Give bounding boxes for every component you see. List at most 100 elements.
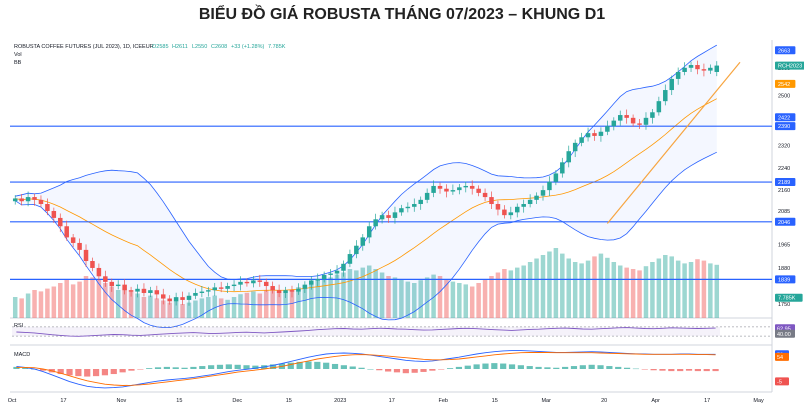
- price-badge-label: 2663: [778, 48, 790, 54]
- macd-histogram-bar: [39, 369, 47, 371]
- legend-close: C2608: [211, 44, 227, 50]
- candle-body: [122, 284, 127, 291]
- macd-histogram-bar: [190, 366, 197, 369]
- macd-histogram-bar: [500, 363, 507, 369]
- rsi-label: RSI: [14, 323, 24, 329]
- price-tick-label: 2240: [778, 166, 790, 172]
- price-tick-label: 2320: [778, 144, 790, 150]
- candle-body: [90, 261, 95, 268]
- price-axis: 2600250023202240216020851965188017502663…: [775, 46, 804, 386]
- volume-bar: [45, 288, 50, 318]
- macd-histogram-bar: [101, 369, 109, 376]
- macd-badge: [775, 352, 789, 361]
- volume-bar: [469, 286, 475, 318]
- volume-bar: [122, 288, 127, 318]
- macd-histogram-bar: [385, 369, 392, 372]
- candle-body: [148, 290, 153, 293]
- candle-body: [392, 212, 398, 218]
- candle-body: [656, 101, 662, 113]
- legend-low: L2550: [192, 44, 207, 50]
- candle-body: [154, 290, 160, 295]
- candle-body: [231, 284, 237, 287]
- macd-histogram-bar: [641, 369, 648, 370]
- candle-body: [540, 190, 546, 196]
- volume-bar: [283, 292, 288, 318]
- volume-bar: [77, 281, 82, 318]
- price-tick-label: 2160: [778, 188, 790, 194]
- time-tick-label: Apr: [651, 398, 660, 404]
- candle-body: [161, 294, 166, 299]
- candle-body: [617, 115, 623, 121]
- macd-histogram-bar: [208, 365, 215, 369]
- candle-body: [186, 295, 192, 300]
- volume-bar: [463, 284, 469, 318]
- candle-body: [32, 197, 37, 200]
- price-badge: [775, 217, 796, 226]
- candle-body: [547, 181, 552, 191]
- volume-bar: [257, 293, 263, 318]
- volume-bar: [270, 288, 275, 318]
- volume-bar: [360, 267, 366, 318]
- volume-bar: [373, 269, 378, 318]
- volume-bar: [695, 259, 700, 318]
- volume-bar: [508, 270, 514, 318]
- candle-body: [321, 274, 327, 280]
- volume-bar: [663, 255, 668, 318]
- candle-body: [611, 120, 617, 127]
- volume-bar: [334, 274, 340, 318]
- macd-histogram-bar: [712, 369, 719, 372]
- macd-histogram-bar: [429, 369, 436, 371]
- time-tick-label: Feb: [438, 398, 447, 404]
- time-tick-label: Nov: [117, 398, 127, 404]
- volume-bar: [431, 274, 436, 318]
- candle-body: [218, 287, 224, 289]
- volume-bar: [309, 283, 314, 318]
- time-tick-label: 15: [286, 398, 292, 404]
- candle-body: [25, 197, 31, 202]
- volume-bar: [399, 279, 404, 318]
- candle-body: [431, 185, 436, 193]
- volume-bar: [193, 300, 198, 318]
- legend-change: +33 (+1.28%): [231, 44, 264, 50]
- macd-histogram-bar: [287, 362, 294, 369]
- bb-lower-line: [14, 151, 717, 329]
- candle-body: [624, 115, 629, 118]
- volume-bar: [437, 276, 443, 318]
- candle-body: [128, 290, 134, 292]
- candle-body: [38, 199, 44, 205]
- candle-body: [193, 292, 198, 296]
- candle-body: [508, 212, 514, 216]
- volume-bar: [495, 272, 501, 318]
- macd-histogram-bar: [677, 369, 684, 372]
- volume-bar: [605, 257, 610, 318]
- volume-bar: [424, 277, 430, 318]
- candle-body: [309, 280, 314, 285]
- macd-histogram-bar: [420, 369, 427, 372]
- macd-histogram-bar: [376, 369, 383, 371]
- volume-bar: [218, 298, 224, 318]
- macd-histogram-bar: [181, 367, 188, 369]
- macd-histogram-bar: [323, 362, 330, 369]
- volume-bar: [708, 263, 713, 318]
- macd-histogram-bar: [615, 366, 622, 369]
- macd-histogram-bar: [455, 366, 463, 369]
- macd-histogram-bar: [402, 369, 409, 374]
- macd-histogram-bar: [659, 369, 666, 371]
- price-badge-label: 7.785K: [778, 296, 796, 302]
- volume-bar: [643, 266, 649, 318]
- macd-histogram-bar: [358, 367, 365, 369]
- macd-histogram-bar: [296, 361, 303, 369]
- rsi-band: [12, 326, 720, 337]
- time-tick-label: 17: [704, 398, 710, 404]
- candle-body: [489, 197, 494, 205]
- volume-bar: [457, 283, 462, 318]
- candle-body: [141, 288, 147, 293]
- volume-bar: [148, 295, 153, 318]
- volume-bar: [51, 286, 57, 318]
- volume-bar: [12, 297, 18, 318]
- time-tick-label: 17: [389, 398, 395, 404]
- macd-histogram-bar: [508, 364, 516, 369]
- candle-body: [276, 290, 282, 293]
- candle-body: [70, 237, 76, 243]
